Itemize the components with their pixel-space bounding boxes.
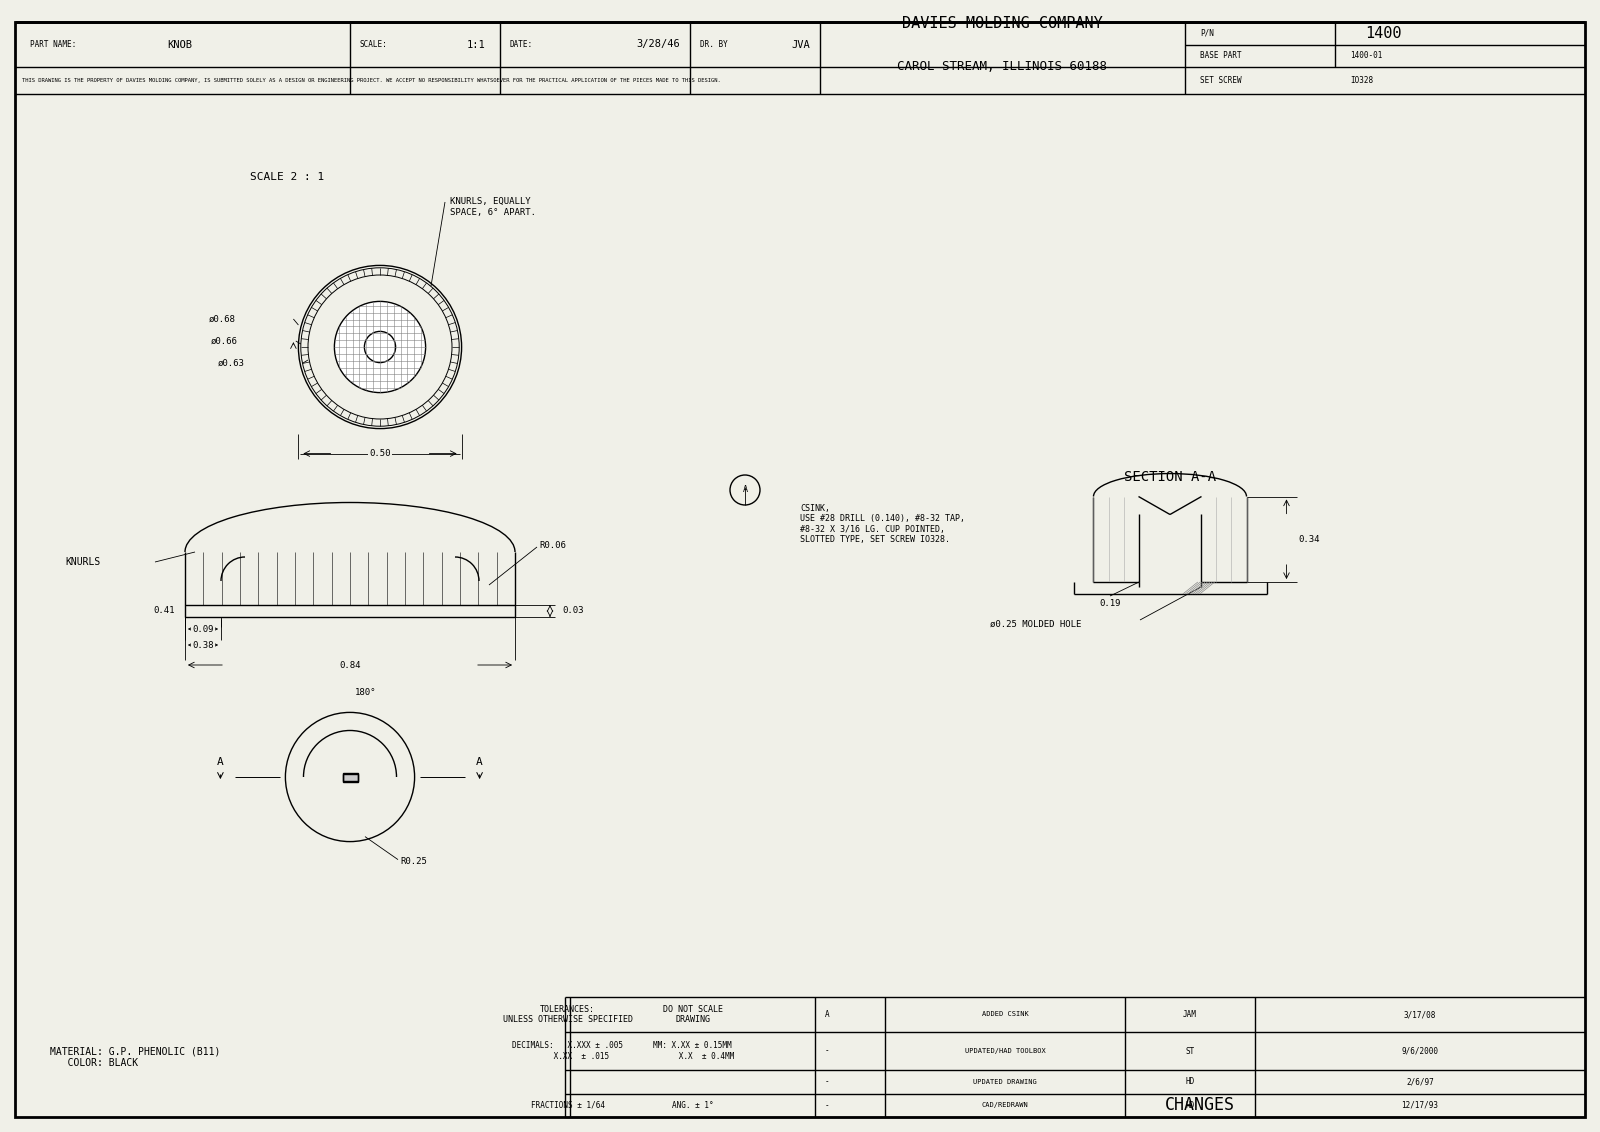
Text: JVA: JVA [792,40,810,50]
Text: KNURLS, EQUALLY
SPACE, 6° APART.: KNURLS, EQUALLY SPACE, 6° APART. [450,197,536,216]
Text: BASE PART: BASE PART [1200,51,1242,60]
Text: IO328: IO328 [1350,76,1373,85]
Text: 0.34: 0.34 [1299,534,1320,543]
Text: -: - [826,1078,830,1087]
Text: ø0.25 MOLDED HOLE: ø0.25 MOLDED HOLE [990,619,1082,628]
Text: 1400: 1400 [1365,26,1402,41]
Text: -: - [826,1046,830,1055]
Circle shape [334,301,426,393]
Text: 1400-01: 1400-01 [1350,51,1382,60]
Text: DR. BY: DR. BY [701,40,728,49]
Text: HD: HD [1186,1101,1195,1110]
Text: ADDED CSINK: ADDED CSINK [982,1012,1029,1018]
Text: KNURLS: KNURLS [66,557,101,567]
Text: SCALE 2 : 1: SCALE 2 : 1 [250,172,325,182]
Text: CAD/REDRAWN: CAD/REDRAWN [982,1103,1029,1108]
Text: 0.50: 0.50 [370,449,390,458]
Text: 0.03: 0.03 [562,607,584,616]
Text: CSINK,
USE #28 DRILL (0.140), #8-32 TAP,
#8-32 X 3/16 LG. CUP POINTED,
SLOTTED T: CSINK, USE #28 DRILL (0.140), #8-32 TAP,… [800,504,965,544]
Text: ST: ST [1186,1046,1195,1055]
Text: MM: X.XX ± 0.15MM
      X.X  ± 0.4MM: MM: X.XX ± 0.15MM X.X ± 0.4MM [651,1041,734,1061]
Text: FRACTIONS ± 1/64: FRACTIONS ± 1/64 [531,1101,605,1110]
Text: THIS DRAWING IS THE PROPERTY OF DAVIES MOLDING COMPANY, IS SUBMITTED SOLELY AS A: THIS DRAWING IS THE PROPERTY OF DAVIES M… [22,78,720,83]
Text: A: A [218,757,224,767]
Text: TOLERANCES:
UNLESS OTHERWISE SPECIFIED: TOLERANCES: UNLESS OTHERWISE SPECIFIED [502,1005,632,1024]
Text: DO NOT SCALE
DRAWING: DO NOT SCALE DRAWING [662,1005,723,1024]
Text: R0.06: R0.06 [539,540,566,549]
Text: ø0.63: ø0.63 [218,359,245,368]
Text: DECIMALS:   X.XXX ± .005
         X.XX  ± .015: DECIMALS: X.XXX ± .005 X.XX ± .015 [512,1041,622,1061]
Bar [186,604,515,617]
Text: KNOB: KNOB [168,40,192,50]
Text: A: A [477,757,483,767]
Text: DATE:: DATE: [510,40,533,49]
Bar [342,773,357,781]
Text: CHANGES: CHANGES [1165,1097,1235,1115]
Text: CAROL STREAM, ILLINOIS 60188: CAROL STREAM, ILLINOIS 60188 [898,60,1107,72]
Text: HD: HD [1186,1078,1195,1087]
Text: 180°: 180° [355,688,376,697]
Text: 0.19: 0.19 [1099,600,1120,609]
Bar [342,774,357,782]
Text: SET SCREW: SET SCREW [1200,76,1242,85]
Text: 9/6/2000: 9/6/2000 [1402,1046,1438,1055]
Text: JAM: JAM [1182,1010,1197,1019]
Text: ø0.68: ø0.68 [208,315,235,324]
Text: ø0.66: ø0.66 [211,336,238,345]
Text: MATERIAL: G.P. PHENOLIC (B11)
   COLOR: BLACK: MATERIAL: G.P. PHENOLIC (B11) COLOR: BLA… [50,1046,221,1067]
Text: 0.38: 0.38 [192,641,214,650]
Text: -: - [826,1101,830,1110]
Text: UPDATED DRAWING: UPDATED DRAWING [973,1079,1037,1084]
Text: A: A [742,486,747,495]
Text: UPDATED/HAD TOOLBOX: UPDATED/HAD TOOLBOX [965,1048,1045,1054]
Text: 3/28/46: 3/28/46 [637,40,680,50]
Text: SECTION A-A: SECTION A-A [1123,470,1216,484]
Text: 2/6/97: 2/6/97 [1406,1078,1434,1087]
Text: 0.84: 0.84 [339,660,360,669]
Text: 0.09: 0.09 [192,625,214,634]
Text: P/N: P/N [1200,28,1214,37]
Text: 0.41: 0.41 [154,607,174,616]
Text: 1:1: 1:1 [466,40,485,50]
Text: 12/17/93: 12/17/93 [1402,1101,1438,1110]
Text: R0.25: R0.25 [400,857,427,866]
Text: PART NAME:: PART NAME: [30,40,77,49]
Text: A: A [826,1010,830,1019]
Circle shape [365,332,395,362]
Text: 3/17/08: 3/17/08 [1403,1010,1437,1019]
Text: ANG. ± 1°: ANG. ± 1° [672,1101,714,1110]
Text: SCALE:: SCALE: [360,40,387,49]
Text: DAVIES MOLDING COMPANY: DAVIES MOLDING COMPANY [902,16,1102,32]
